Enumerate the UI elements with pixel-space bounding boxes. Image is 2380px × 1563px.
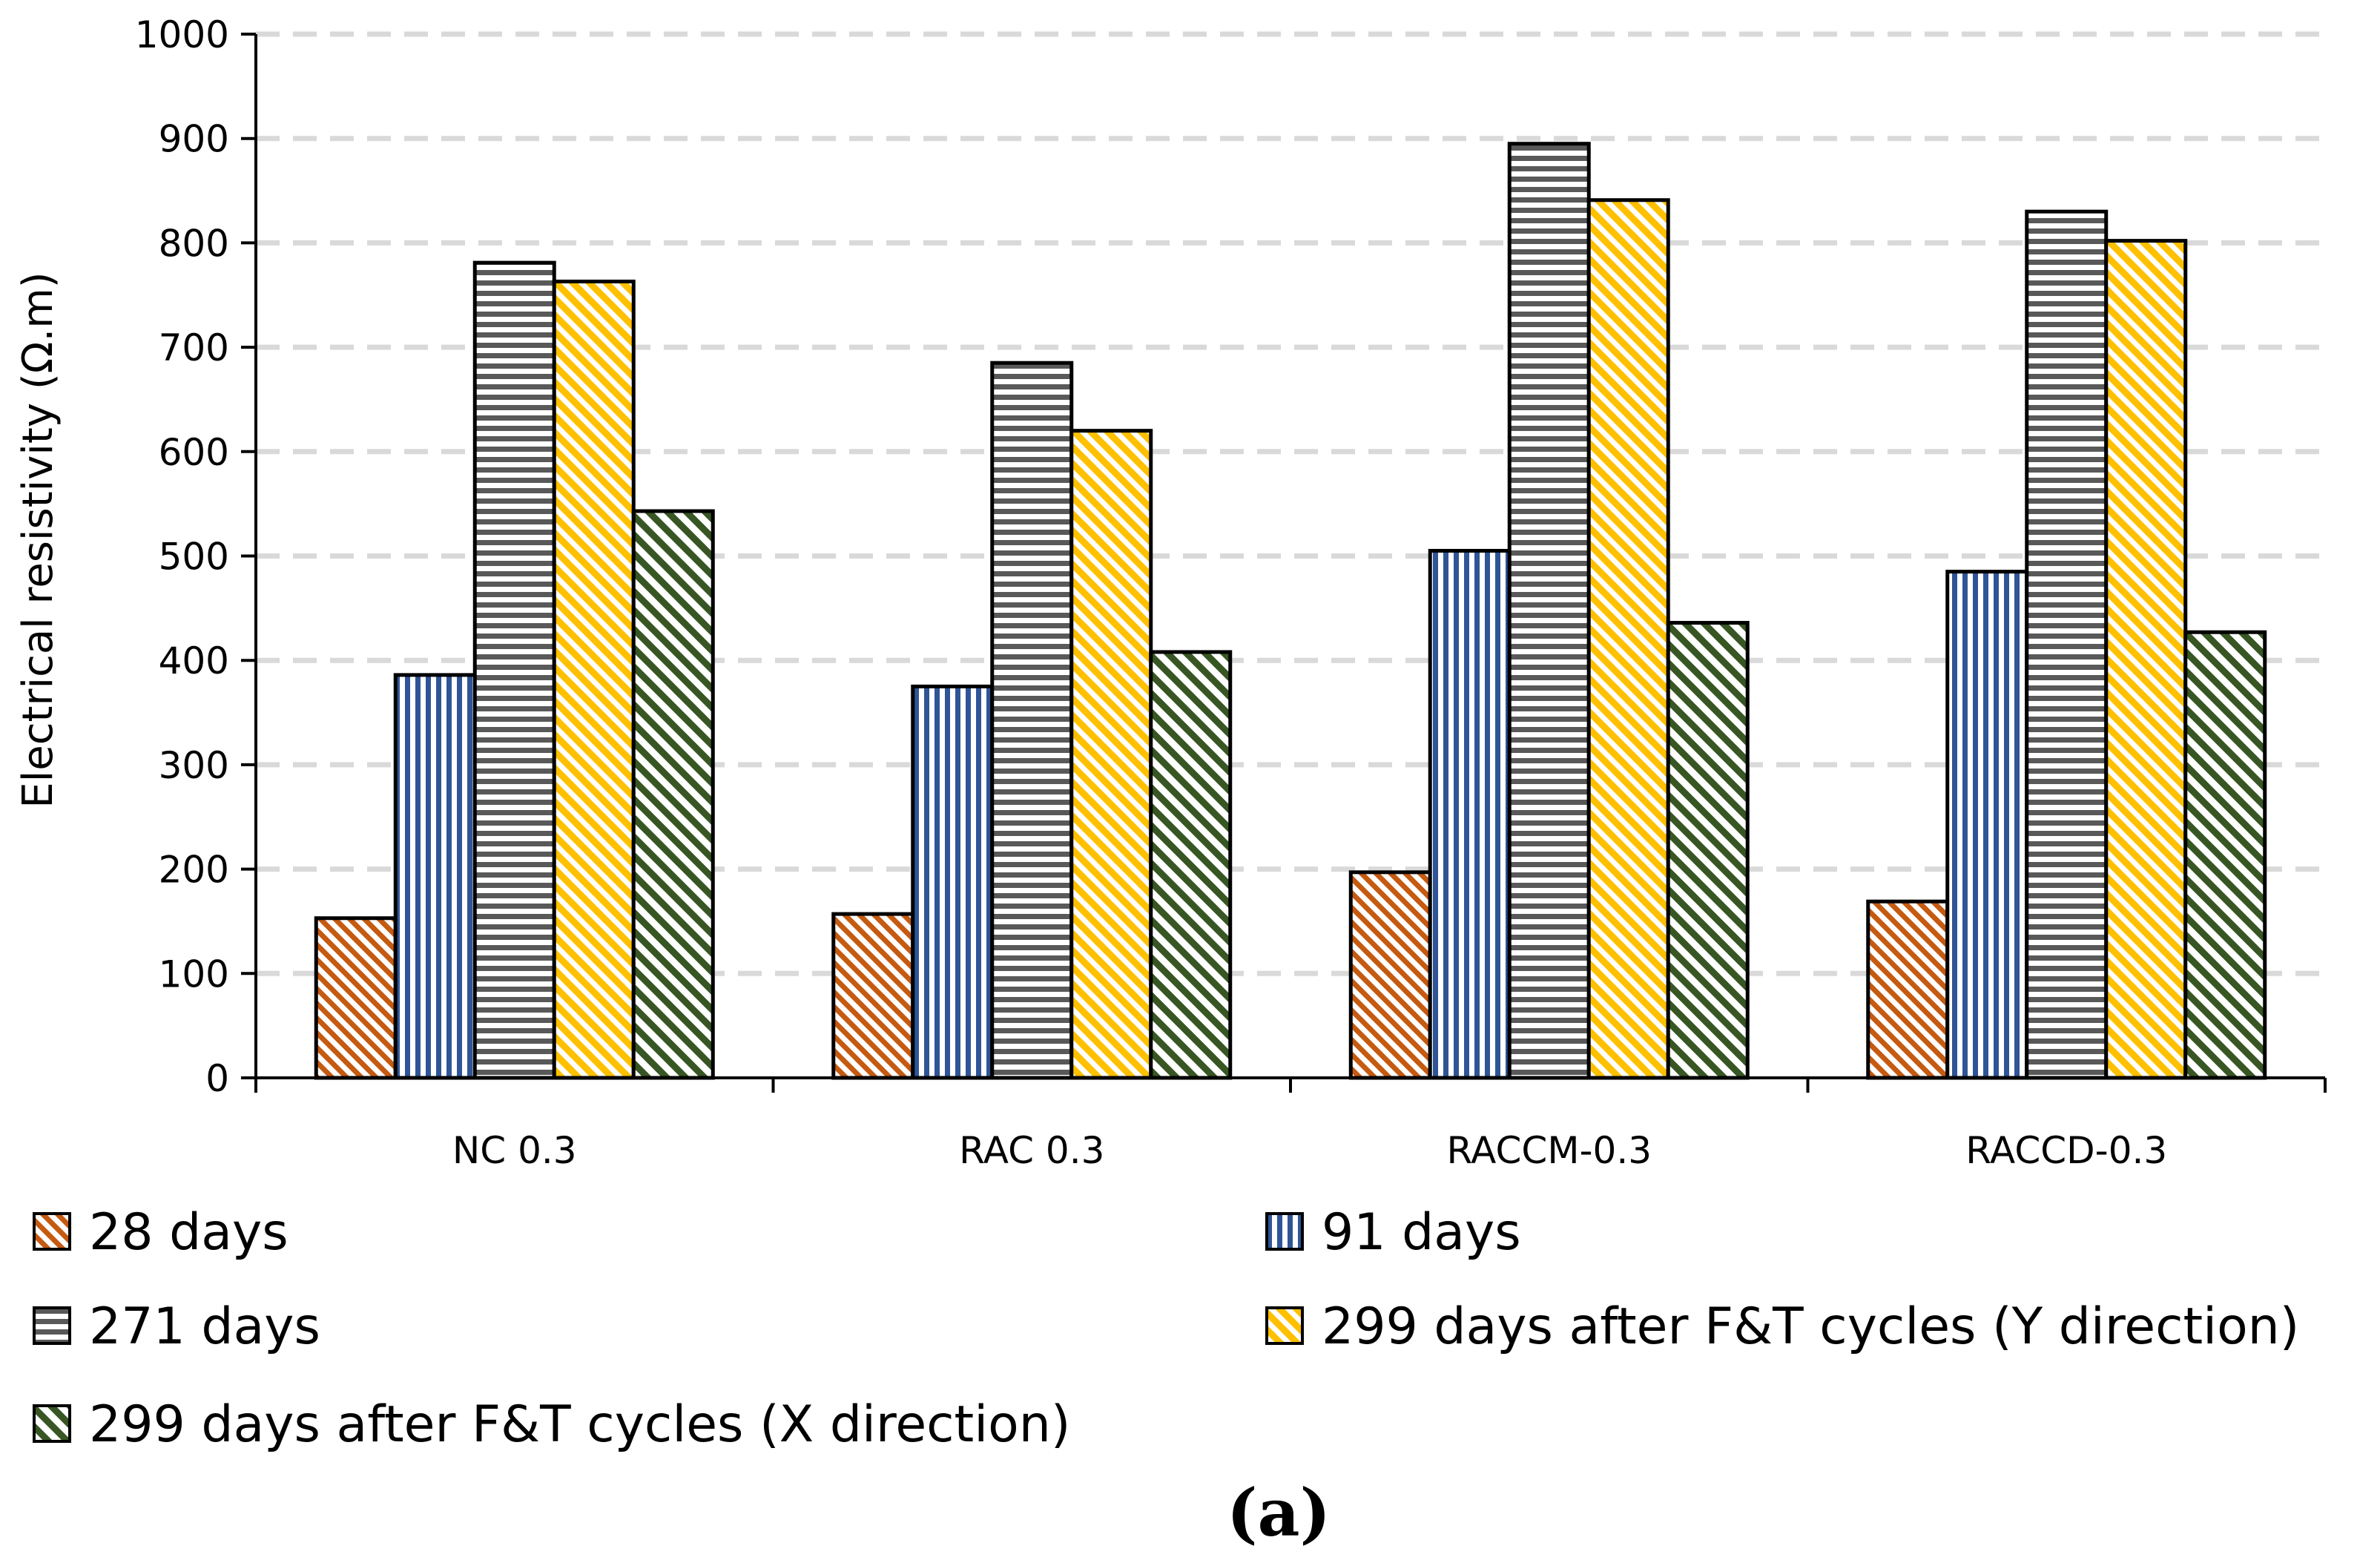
bar-299-days-after-f-t-cycles-x-direction-nc-0-3 <box>631 509 715 1080</box>
legend-swatch-299-days-after-f-t-cycles-x-direction <box>33 1404 71 1443</box>
legend-swatch-28-days <box>33 1212 71 1251</box>
legend-swatch-91-days <box>1265 1212 1304 1251</box>
legend-label-271-days: 271 days <box>89 1297 320 1356</box>
axes <box>241 33 2327 1093</box>
bar-91-days-raccm-0-3 <box>1428 548 1512 1080</box>
y-axis-title: Electrical resistivity (Ω.m) <box>14 272 62 808</box>
bar-91-days-nc-0-3 <box>393 673 477 1080</box>
legend: 28 days 91 days 271 days 299 days after F&T… <box>33 1203 2299 1454</box>
y-tick-label: 900 <box>159 118 229 161</box>
bar-91-days-rac-0-3 <box>911 684 995 1080</box>
y-tick-label: 500 <box>159 536 229 579</box>
legend-label-299-days-after-f-t-cycles-x-direction: 299 days after F&T cycles (X direction) <box>89 1395 1070 1454</box>
category-labels: NC 0.3 RAC 0.3 RACCM-0.3 RACCD-0.3 <box>452 1129 2167 1172</box>
y-tick-label: 0 <box>205 1057 229 1100</box>
bar-28-days-rac-0-3 <box>831 912 915 1080</box>
bars <box>314 142 2267 1080</box>
y-tick-label: 1000 <box>135 13 229 56</box>
bar-271-days-raccd-0-3 <box>2025 209 2109 1080</box>
bar-299-days-after-f-t-cycles-x-direction-rac-0-3 <box>1149 650 1233 1080</box>
x-category-label: RAC 0.3 <box>959 1129 1104 1172</box>
bar-28-days-nc-0-3 <box>314 916 398 1080</box>
bar-299-days-after-f-t-cycles-y-direction-nc-0-3 <box>552 279 636 1080</box>
legend-label-299-days-after-f-t-cycles-y-direction: 299 days after F&T cycles (Y direction) <box>1322 1297 2299 1356</box>
legend-label-28-days: 28 days <box>89 1203 289 1262</box>
legend-swatch-271-days <box>33 1306 71 1345</box>
y-tick-label: 300 <box>159 744 229 787</box>
y-tick-label: 200 <box>159 849 229 892</box>
panel-label: (a) <box>1227 1474 1331 1551</box>
bar-299-days-after-f-t-cycles-x-direction-raccm-0-3 <box>1666 621 1750 1080</box>
bar-28-days-raccm-0-3 <box>1348 870 1432 1080</box>
bar-91-days-raccd-0-3 <box>1945 570 2029 1080</box>
bar-271-days-nc-0-3 <box>472 260 556 1080</box>
bar-299-days-after-f-t-cycles-y-direction-raccd-0-3 <box>2104 239 2188 1080</box>
legend-swatch-299-days-after-f-t-cycles-y-direction <box>1265 1306 1304 1345</box>
x-category-label: NC 0.3 <box>452 1129 577 1172</box>
bar-299-days-after-f-t-cycles-y-direction-rac-0-3 <box>1069 429 1153 1080</box>
tick-labels: 0 100 200 300 400 500 600 700 800 900 1000 <box>135 13 229 1100</box>
legend-label-91-days: 91 days <box>1322 1203 1521 1262</box>
y-tick-label: 100 <box>159 952 229 996</box>
bar-299-days-after-f-t-cycles-x-direction-raccd-0-3 <box>2183 630 2267 1080</box>
bar-271-days-rac-0-3 <box>990 361 1074 1080</box>
y-tick-label: 700 <box>159 326 229 369</box>
y-tick-label: 600 <box>159 431 229 474</box>
bar-299-days-after-f-t-cycles-y-direction-raccm-0-3 <box>1586 198 1670 1080</box>
y-tick-label: 400 <box>159 639 229 682</box>
x-category-label: RACCM-0.3 <box>1446 1129 1652 1172</box>
bar-271-days-raccm-0-3 <box>1507 142 1591 1080</box>
x-category-label: RACCD-0.3 <box>1965 1129 2167 1172</box>
y-tick-label: 800 <box>159 222 229 265</box>
bar-28-days-raccd-0-3 <box>1866 899 1950 1080</box>
